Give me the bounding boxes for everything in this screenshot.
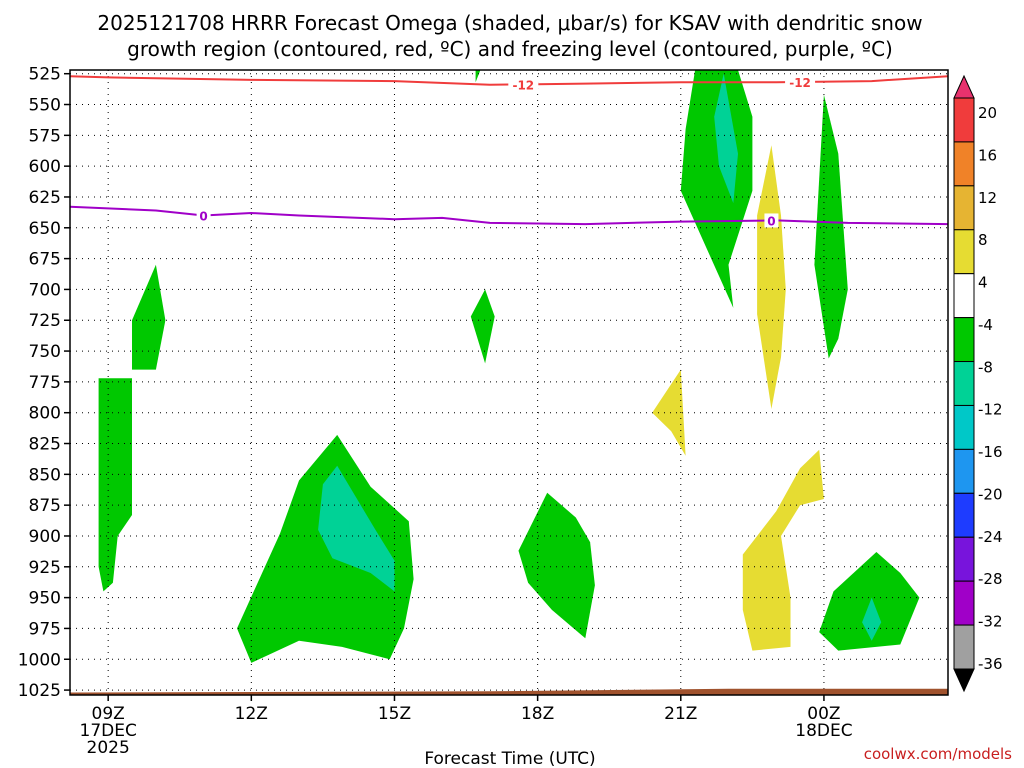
y-tick-label-875: 875 xyxy=(29,496,61,516)
omega-region-neg-4-to-8-2 xyxy=(237,434,414,663)
colorbar-segment-1 xyxy=(953,141,975,187)
colorbar-segment-7 xyxy=(953,404,975,450)
dgz-contour-label-1: -12 xyxy=(789,76,811,90)
y-tick-label-650: 650 xyxy=(29,219,61,239)
freezing-contour-label-0: 0 xyxy=(199,209,207,223)
omega-region-neg-8-to-12-11 xyxy=(862,597,882,641)
omega-region-neg-8-to-12-3 xyxy=(318,465,395,592)
colorbar-segment-5 xyxy=(953,317,975,363)
omega-shading xyxy=(98,70,920,663)
dgz-contour-label-0: -12 xyxy=(512,78,534,92)
x-tick-label-00Z-2: 18DEC xyxy=(795,721,852,741)
colorbar-segment-9 xyxy=(953,492,975,538)
colorbar-segment-0 xyxy=(953,97,975,143)
omega-region-neg-8-to-12-8 xyxy=(714,73,738,204)
colorbar-segment-4 xyxy=(953,273,975,319)
omega-region-neg-4-to-8-0 xyxy=(98,378,132,592)
colorbar-label-1: 16 xyxy=(978,146,997,164)
x-tick-label-18Z-1: 18Z xyxy=(521,704,554,724)
terrain-layer xyxy=(70,688,948,695)
omega-region-neg-4-to-8-10 xyxy=(819,552,920,651)
omega-region-pos-4-to-8-14 xyxy=(742,449,824,651)
colorbar-label-3: 8 xyxy=(978,231,988,249)
colorbar-label-4: 4 xyxy=(978,274,988,292)
freezing-contour-label-0-bg xyxy=(196,208,211,223)
y-tick-label-900: 900 xyxy=(29,527,61,547)
y-axis: 525 550 575 600 625 650 675 700 725 750 775 800 825 8… xyxy=(18,65,70,701)
colorbar-label-9: -20 xyxy=(978,486,1003,504)
omega-region-neg-4-to-8-4 xyxy=(470,289,495,364)
y-tick-label-575: 575 xyxy=(29,126,61,146)
omega-region-neg-4-to-8-6 xyxy=(518,492,595,639)
plot-area: -12 -12 0 0 xyxy=(69,69,949,696)
colorbar-label-11: -28 xyxy=(978,570,1003,588)
freezing-contour-label-1-bg xyxy=(764,213,779,228)
colorbar-top-arrow xyxy=(953,74,975,99)
omega-region-neg-4-to-8-9 xyxy=(814,94,848,359)
colorbar-label-7: -12 xyxy=(978,401,1003,419)
chart-title-line2: growth region (contoured, red, ºC) and f… xyxy=(127,37,893,61)
colorbar-label-2: 12 xyxy=(978,189,997,207)
contour-lines: -12 -12 0 0 xyxy=(69,75,949,228)
y-tick-label-775: 775 xyxy=(29,373,61,393)
x-axis-label: Forecast Time (UTC) xyxy=(424,749,595,768)
y-tick-label-925: 925 xyxy=(29,558,61,578)
y-tick-label-625: 625 xyxy=(29,188,61,208)
omega-region-neg-4-to-8-5 xyxy=(475,70,481,83)
terrain-surface xyxy=(70,688,948,695)
y-tick-label-950: 950 xyxy=(29,589,61,609)
colorbar-label-13: -36 xyxy=(978,655,1003,673)
colorbar-segment-3 xyxy=(953,229,975,275)
omega-region-pos-4-to-8-13 xyxy=(757,145,786,409)
colorbar: 20 16 12 8 4 -4 -8 -12 -16 -20 -24 -28 -32 -36 xyxy=(953,74,1003,693)
colorbar-bottom-arrow xyxy=(953,668,975,693)
x-tick-label-09Z-2: 17DEC xyxy=(80,721,137,741)
x-tick-label-09Z-3: 2025 xyxy=(87,738,130,758)
y-tick-label-525: 525 xyxy=(29,65,61,85)
y-tick-label-600: 600 xyxy=(29,157,61,177)
y-tick-label-750: 750 xyxy=(29,342,61,362)
x-tick-label-21Z-1: 21Z xyxy=(664,704,697,724)
plot-background xyxy=(70,70,948,695)
colorbar-segment-12 xyxy=(953,624,975,670)
x-tick-label-09Z-1: 09Z xyxy=(92,704,125,724)
y-tick-label-550: 550 xyxy=(29,96,61,116)
chart-title-line1: 2025121708 HRRR Forecast Omega (shaded, … xyxy=(97,11,922,35)
colorbar-segment-8 xyxy=(953,448,975,494)
credit-text: coolwx.com/models xyxy=(864,745,1012,763)
y-tick-label-1025: 1025 xyxy=(18,681,61,701)
x-tick-label-00Z-1: 00Z xyxy=(807,704,840,724)
colorbar-label-5: -4 xyxy=(978,316,993,334)
colorbar-segment-10 xyxy=(953,536,975,582)
y-tick-label-1000: 1000 xyxy=(18,650,61,670)
colorbar-label-10: -24 xyxy=(978,528,1003,546)
y-tick-label-800: 800 xyxy=(29,404,61,424)
y-tick-label-675: 675 xyxy=(29,250,61,270)
colorbar-label-8: -16 xyxy=(978,443,1003,461)
colorbar-segment-2 xyxy=(953,185,975,231)
colorbar-label-6: -8 xyxy=(978,358,993,376)
y-tick-label-850: 850 xyxy=(29,465,61,485)
omega-region-neg-4-to-8-1 xyxy=(132,264,166,370)
x-tick-label-12Z-1: 12Z xyxy=(235,704,268,724)
dgz-contour-label-1-bg xyxy=(785,75,816,90)
grid xyxy=(70,70,948,695)
y-tick-label-975: 975 xyxy=(29,619,61,639)
y-tick-label-825: 825 xyxy=(29,435,61,455)
colorbar-segment-6 xyxy=(953,361,975,406)
colorbar-label-12: -32 xyxy=(978,613,1003,631)
omega-region-neg-4-to-8-7 xyxy=(680,70,753,308)
freezing-contour-label-1: 0 xyxy=(767,214,775,228)
y-tick-label-725: 725 xyxy=(29,311,61,331)
y-tick-label-700: 700 xyxy=(29,280,61,300)
omega-region-pos-4-to-8-12 xyxy=(652,369,686,456)
x-tick-label-15Z-1: 15Z xyxy=(378,704,411,724)
dgz-contour-label-0-bg xyxy=(508,77,539,92)
colorbar-label-0: 20 xyxy=(978,104,997,122)
colorbar-segment-11 xyxy=(953,580,975,626)
